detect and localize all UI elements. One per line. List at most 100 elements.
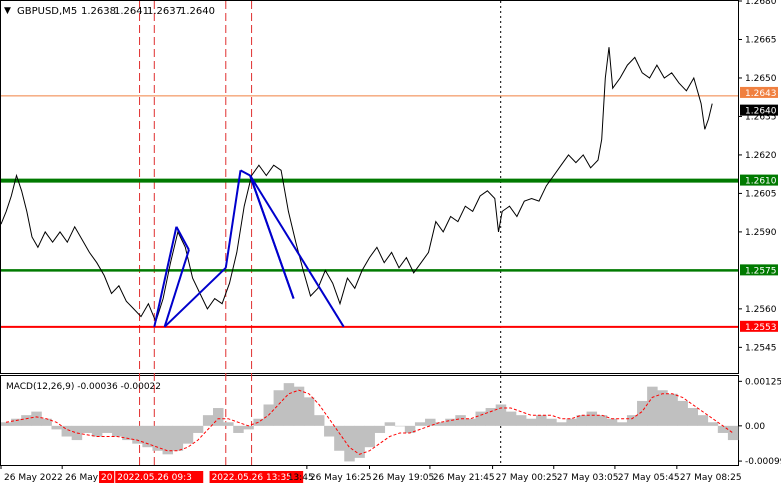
ohlc-close: 1.2640 xyxy=(180,6,215,17)
time-highlight-badge xyxy=(209,471,304,483)
header-arrow-icon[interactable]: ▼ xyxy=(4,6,11,16)
macd-bar xyxy=(677,400,688,426)
level-badge xyxy=(740,174,778,186)
macd-bar xyxy=(717,425,729,433)
macd-bar xyxy=(576,415,587,426)
macd-bar xyxy=(667,393,678,426)
time-highlight-label: 2022.05.26 13:35 xyxy=(212,473,292,483)
macd-bar xyxy=(536,415,547,426)
macd-bar xyxy=(303,397,315,426)
ohlc-open: 1.2638 xyxy=(81,6,116,17)
time-tick-label: 26 May 19:05 xyxy=(373,473,435,483)
price-tick-label: 1.2590 xyxy=(745,228,777,238)
macd-bar xyxy=(51,425,62,430)
macd-bar xyxy=(313,415,325,426)
macd-tick-label: -0.00099 xyxy=(745,457,781,467)
price-tick-label: 1.2650 xyxy=(745,74,777,84)
macd-bar xyxy=(707,422,719,426)
macd-bar xyxy=(192,425,204,433)
macd-bar xyxy=(152,425,163,451)
macd-bar xyxy=(647,386,658,426)
level-badge xyxy=(740,104,778,116)
time-highlight-label: 20 xyxy=(101,473,113,483)
level-badge xyxy=(740,264,778,276)
horizontal-levels xyxy=(1,95,738,328)
chart-header: ▼ GBPUSD,M5 1.2638 1.2641 1.2637 1.2640 xyxy=(4,6,215,17)
zigzag-lines xyxy=(153,169,345,328)
macd-indicator xyxy=(1,383,739,462)
macd-bar xyxy=(425,418,436,426)
ohlc-low: 1.2637 xyxy=(147,6,182,17)
macd-bar xyxy=(101,425,113,433)
level-badge-label: 1.2643 xyxy=(745,89,777,99)
macd-bar xyxy=(112,425,123,437)
macd-bar xyxy=(172,425,184,451)
macd-bar xyxy=(586,411,598,426)
macd-axis: 0.00125 0.00 -0.00099 xyxy=(738,377,781,467)
level-badge xyxy=(740,320,778,332)
macd-bar xyxy=(414,422,426,426)
macd-bar xyxy=(465,418,476,426)
zigzag-segment xyxy=(224,170,242,268)
macd-bar xyxy=(687,408,699,426)
macd-bar xyxy=(364,425,375,448)
macd-tick-label: 0.00125 xyxy=(745,377,781,387)
macd-bar xyxy=(81,425,93,433)
macd-bar xyxy=(122,425,133,441)
macd-bar xyxy=(374,425,386,433)
price-tick-label: 1.2545 xyxy=(745,343,777,353)
time-tick-label: 27 May 08:25 xyxy=(680,473,742,483)
price-tick-label: 1.2665 xyxy=(745,35,777,45)
zigzag-segment xyxy=(175,226,190,251)
macd-bar xyxy=(445,418,456,426)
macd-bar xyxy=(162,425,174,455)
macd-bar xyxy=(41,418,52,426)
level-badge-label: 1.2553 xyxy=(745,323,777,333)
macd-bar xyxy=(727,425,739,441)
macd-bar xyxy=(233,425,244,433)
macd-bar xyxy=(404,425,416,433)
macd-bar xyxy=(455,415,466,426)
macd-bar xyxy=(202,415,214,426)
zigzag-segment xyxy=(163,249,190,328)
level-labels: 1.2643 1.2640 1.2610 1.2575 1.2553 xyxy=(740,86,778,333)
macd-bar xyxy=(546,418,557,426)
macd-bar xyxy=(637,400,648,426)
zigzag-segment xyxy=(249,174,345,328)
zigzag-segment xyxy=(153,226,178,328)
macd-bar xyxy=(334,425,345,451)
macd-bar xyxy=(283,383,295,426)
level-badge-label: 1.2640 xyxy=(745,107,777,117)
level-badge-label: 1.2610 xyxy=(745,177,777,187)
time-tick-label: 13:45 xyxy=(288,473,314,483)
macd-bar xyxy=(657,390,668,426)
macd-bar xyxy=(485,408,497,426)
time-highlight-badge xyxy=(99,471,115,483)
macd-bar xyxy=(616,422,628,426)
macd-bar xyxy=(556,422,567,426)
macd-bar xyxy=(61,425,73,437)
macd-bar xyxy=(324,425,335,437)
macd-bar xyxy=(243,425,254,430)
zigzag-segment xyxy=(249,175,295,299)
price-panel-frame xyxy=(0,0,739,374)
price-tick-label: 1.2635 xyxy=(745,112,777,122)
time-axis: 26 May 2022 26 May 26 May 16:25 26 May 19:0… xyxy=(0,465,742,483)
macd-bar xyxy=(1,422,12,426)
price-tick-label: 1.2680 xyxy=(745,0,777,7)
level-badge xyxy=(740,86,778,98)
macd-bar xyxy=(515,415,527,426)
price-axis: 1.2680 1.2665 1.2650 1.2635 1.2620 1.2605 1.25… xyxy=(738,0,777,353)
macd-bar xyxy=(354,425,365,458)
symbol-label: GBPUSD,M5 xyxy=(17,6,77,17)
time-tick-label: 27 May 03:05 xyxy=(557,473,619,483)
macd-bar xyxy=(253,418,264,426)
price-line xyxy=(0,47,713,324)
macd-signal-line xyxy=(5,389,734,455)
price-series xyxy=(0,47,713,324)
macd-bar xyxy=(697,415,709,426)
macd-bar xyxy=(596,415,608,426)
price-tick-label: 1.2620 xyxy=(745,151,777,161)
